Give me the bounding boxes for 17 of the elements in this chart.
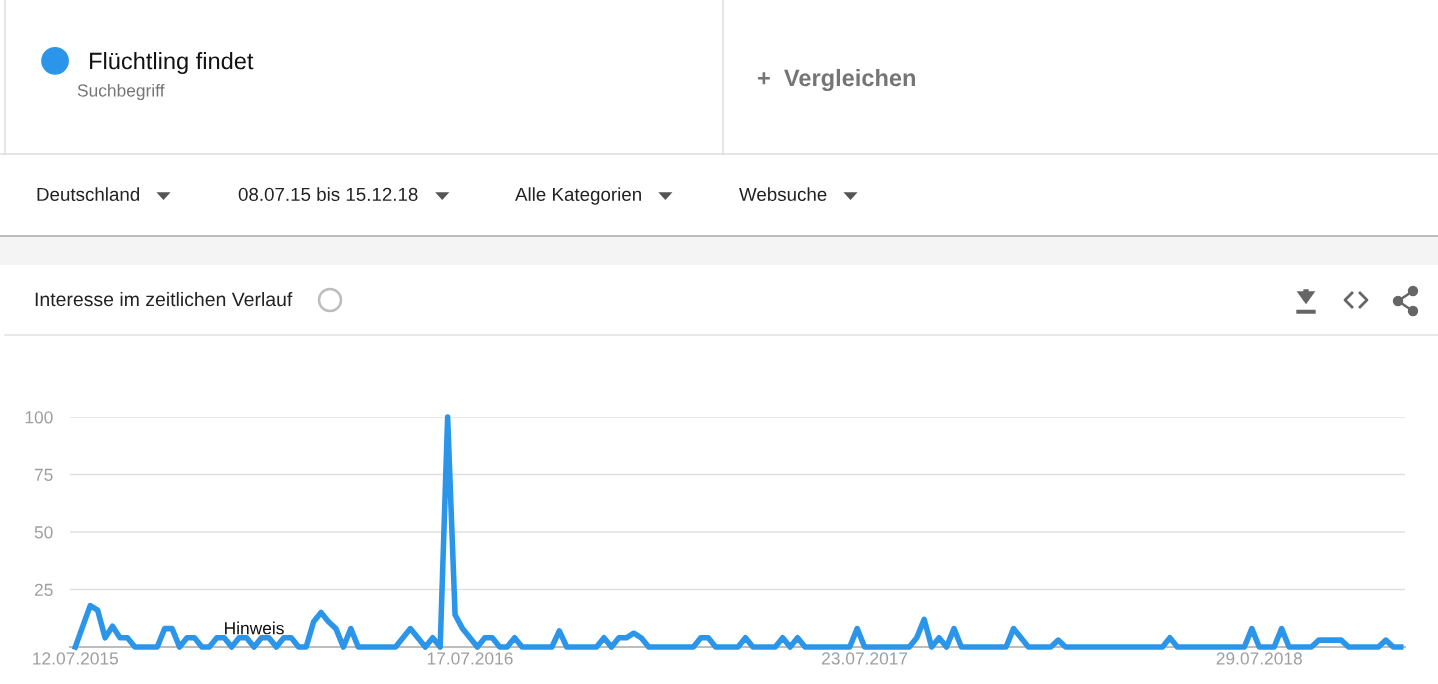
- y-tick-label: 75: [34, 468, 53, 481]
- text: Websuche: [739, 187, 827, 202]
- y-tick-label: 100: [25, 411, 53, 424]
- text: Deutschland: [37, 187, 140, 202]
- x-tick-label: 23.07.2017: [822, 652, 908, 665]
- y-tick-label: 25: [34, 583, 53, 596]
- x-tick-label: 17.07.2016: [427, 652, 513, 665]
- chart-title: Interesse im zeitlichen Verlauf: [35, 291, 293, 307]
- text: 08.07.15 bis 15.12.18: [238, 187, 418, 202]
- x-tick-label: 12.07.2015: [33, 652, 119, 665]
- text: + Vergleichen: [757, 68, 915, 92]
- annotation: Hinweis: [225, 621, 284, 635]
- y-tick-label: 50: [34, 526, 53, 539]
- legend-label: Flüchtling findet: [90, 52, 254, 74]
- text: Alle Kategorien: [515, 187, 641, 205]
- x-tick-label: 29.07.2018: [1216, 652, 1302, 665]
- text: Suchbegriff: [77, 83, 165, 101]
